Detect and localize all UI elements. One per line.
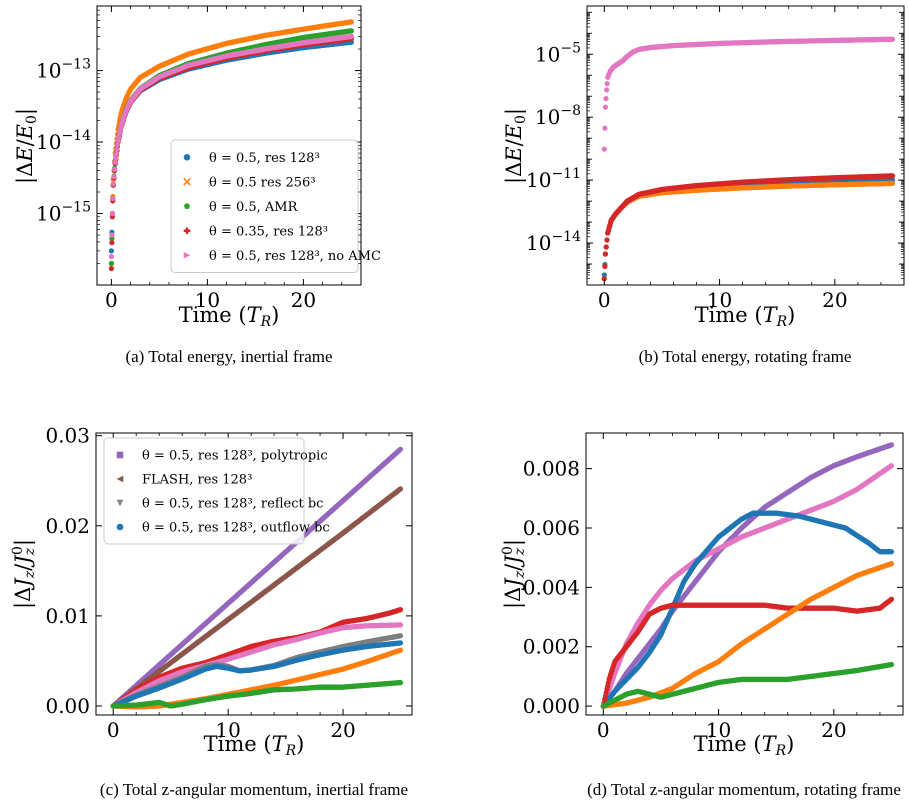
series-b-2 (601, 180, 896, 282)
plot-area-a (108, 19, 354, 272)
ytick-label-b-1: 10−11 (526, 166, 581, 192)
ytick-label-b-0: 10−14 (526, 229, 581, 255)
legend-marker-a-2 (183, 202, 191, 209)
panel-b: 0 10 20 10−14 10−11 10−8 10−5 Time (TR) |ΔE/E0… (502, 5, 905, 366)
legend-marker-a-4 (183, 251, 191, 259)
xtick-label-b-2: 20 (822, 288, 847, 312)
series-group-c (110, 446, 404, 710)
point-b-3-2 (602, 251, 609, 257)
ytick-label-b-2: 10−8 (535, 103, 581, 129)
xtick-label-b-1: 10 (707, 288, 732, 312)
point-a-4-1 (109, 232, 115, 238)
point-a-3-1 (109, 240, 115, 246)
legend-label-a-3: θ = 0.35, res 128³ (209, 224, 328, 239)
legend-marker-a-3 (183, 227, 191, 235)
legend-label-a-4: θ = 0.5, res 128³, no AMC (209, 249, 381, 264)
point-b-0-417 (889, 36, 896, 42)
point-a-4-5 (111, 174, 117, 180)
point-a-4-2 (109, 210, 115, 217)
plot-frame-c (95, 432, 413, 716)
xlabel-a: Time (TR) (179, 303, 280, 330)
point-a-4-9 (113, 151, 119, 157)
point-a-4-6 (112, 166, 118, 173)
plot-area-b (601, 36, 896, 282)
point-b-0-4 (604, 87, 610, 93)
point-b-3-4 (604, 237, 610, 243)
point-b-3-3 (603, 244, 609, 250)
ticks-b: 0 10 20 10−14 10−11 10−8 10−5 (526, 5, 905, 312)
point-b-3-0 (601, 276, 607, 282)
point-a-4-3 (110, 196, 116, 202)
legend-box-a (170, 139, 359, 273)
xtick-label-b-0: 0 (598, 288, 611, 312)
series-b-3 (601, 173, 896, 282)
point-b-0-0 (601, 146, 607, 152)
point-a-4-7 (112, 159, 118, 165)
ytick-label-a-2: 10−13 (36, 57, 91, 83)
legend-marker-a-1 (183, 177, 191, 186)
point-a-4-4 (110, 181, 116, 187)
point-b-0-1 (602, 125, 608, 131)
legend-a: θ = 0.5, res 128³ θ = 0.5 res 256³ θ = 0.5… (170, 139, 381, 273)
xtick-label-a-0: 0 (105, 288, 118, 312)
point-a-1-417 (348, 19, 354, 25)
series-group-b (601, 36, 896, 282)
xtick-label-a-2: 20 (291, 288, 316, 312)
point-b-0-5 (604, 81, 610, 87)
point-b-0-3 (603, 95, 609, 102)
point-b-3-1 (602, 263, 608, 269)
point-a-3-0 (108, 265, 114, 272)
legend-label-a-1: θ = 0.5 res 256³ (209, 175, 316, 190)
legend-label-a-2: θ = 0.5, AMR (209, 200, 299, 215)
legend-marker-a-0 (183, 153, 191, 161)
point-b-0-2 (602, 104, 609, 110)
point-a-2-417 (348, 28, 354, 34)
legend-label-a-0: θ = 0.5, res 128³ (209, 151, 320, 166)
ytick-label-a-0: 10−15 (36, 200, 91, 226)
series-group-a (108, 19, 354, 272)
ylabel-a: |ΔE/E0| (13, 108, 40, 184)
point-a-4-417 (348, 33, 354, 40)
point-c-0-415 (397, 446, 404, 452)
plot-frame-b (586, 5, 905, 286)
caption-a: (a) Total energy, inertial frame (125, 347, 332, 366)
point-a-0-0 (108, 248, 114, 254)
plot-area-c (110, 446, 404, 710)
xtick-label-a-1: 10 (195, 288, 220, 312)
ytick-label-a-1: 10−14 (36, 128, 91, 154)
series-a-4 (108, 33, 354, 260)
point-a-4-8 (113, 155, 119, 161)
point-a-2-0 (108, 260, 114, 267)
ytick-label-b-3: 10−5 (535, 40, 581, 66)
point-b-2-417 (889, 180, 896, 186)
point-a-4-11 (114, 142, 121, 148)
series-b-0 (601, 36, 896, 152)
point-a-4-0 (108, 254, 114, 260)
xlabel-b: Time (TR) (695, 303, 796, 330)
point-b-3-417 (889, 173, 896, 179)
panel-a: 0 10 20 10−15 10−14 10−13 Time (TR) |ΔE/E0| θ… (13, 5, 381, 366)
panel-c: 0 10 200.000.010.020.03 Time (TR) |ΔJz/Jz0… (10, 424, 413, 799)
ylabel-b: |ΔE/E0| (502, 108, 529, 184)
caption-b: (b) Total energy, rotating frame (639, 347, 852, 366)
point-b-1-0 (601, 272, 607, 278)
point-a-4-10 (114, 146, 120, 152)
